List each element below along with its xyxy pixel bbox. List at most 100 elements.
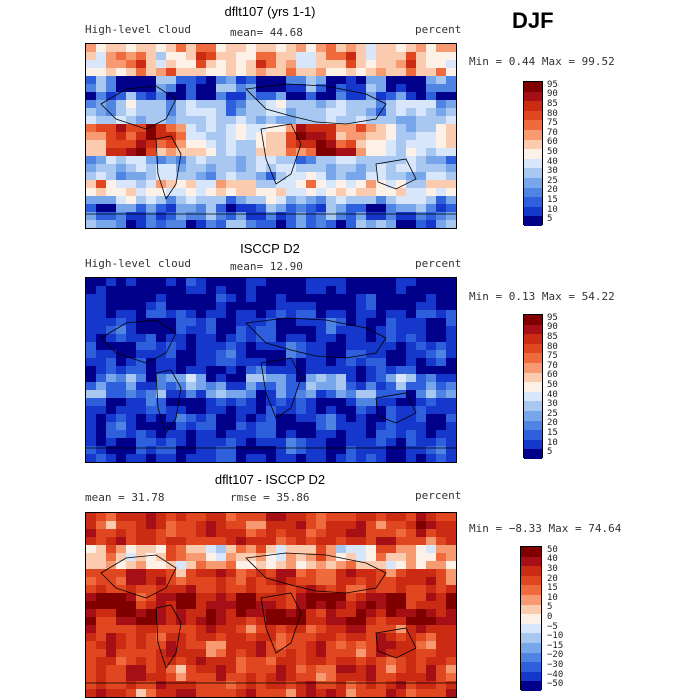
heatmap-cell xyxy=(186,172,197,181)
heatmap-cell xyxy=(116,689,127,697)
heatmap-cell xyxy=(116,204,127,213)
heatmap-cell xyxy=(356,454,367,462)
heatmap-cell xyxy=(436,689,447,697)
heatmap-cell xyxy=(336,172,347,181)
heatmap-cell xyxy=(426,513,437,522)
heatmap-cell xyxy=(176,454,187,462)
heatmap-cell xyxy=(306,366,317,375)
heatmap-cell xyxy=(226,44,237,53)
heatmap-cell xyxy=(366,641,377,650)
heatmap-cell xyxy=(96,44,107,53)
heatmap-cell xyxy=(176,52,187,61)
heatmap-cell xyxy=(86,617,97,626)
heatmap-cell xyxy=(146,593,157,602)
heatmap-cell xyxy=(196,513,207,522)
heatmap-cell xyxy=(186,196,197,205)
heatmap-cell xyxy=(306,180,317,189)
heatmap-cell xyxy=(316,44,327,53)
heatmap-cell xyxy=(256,84,267,93)
heatmap-cell xyxy=(196,286,207,295)
heatmap-cell xyxy=(436,140,447,149)
heatmap-cell xyxy=(86,196,97,205)
heatmap-cell xyxy=(406,318,417,327)
heatmap-cell xyxy=(286,212,297,221)
heatmap-cell xyxy=(446,366,456,375)
heatmap-cell xyxy=(306,326,317,335)
coastline xyxy=(260,357,302,419)
heatmap-cell xyxy=(346,52,357,61)
panel-1-field-label: High-level cloud xyxy=(85,23,191,36)
heatmap-cell xyxy=(376,681,387,690)
heatmap-cell xyxy=(316,278,327,287)
heatmap-cell xyxy=(416,60,427,69)
heatmap-cell xyxy=(326,164,337,173)
heatmap-cell xyxy=(376,350,387,359)
heatmap-cell xyxy=(106,358,117,367)
heatmap-cell xyxy=(96,665,107,674)
heatmap-cell xyxy=(206,366,217,375)
heatmap-cell xyxy=(246,286,257,295)
heatmap-cell xyxy=(416,446,427,455)
heatmap-cell xyxy=(236,278,247,287)
heatmap-cell xyxy=(356,342,367,351)
heatmap-cell xyxy=(306,585,317,594)
heatmap-cell xyxy=(136,673,147,682)
heatmap-cell xyxy=(206,44,217,53)
heatmap-cell xyxy=(406,132,417,141)
heatmap-cell xyxy=(236,625,247,634)
heatmap-cell xyxy=(396,76,407,85)
heatmap-cell xyxy=(196,689,207,697)
heatmap-cell xyxy=(326,665,337,674)
heatmap-cell xyxy=(336,164,347,173)
heatmap-cell xyxy=(276,609,287,618)
heatmap-cell xyxy=(306,172,317,181)
heatmap-cell xyxy=(96,609,107,618)
heatmap-cell xyxy=(356,593,367,602)
heatmap-cell xyxy=(266,422,277,431)
heatmap-cell xyxy=(146,342,157,351)
heatmap-cell xyxy=(246,681,257,690)
heatmap-cell xyxy=(436,68,447,77)
heatmap-cell xyxy=(266,334,277,343)
heatmap-cell xyxy=(266,116,277,125)
heatmap-cell xyxy=(236,334,247,343)
heatmap-cell xyxy=(146,220,157,228)
heatmap-cell xyxy=(186,454,197,462)
heatmap-cell xyxy=(276,406,287,415)
heatmap-cell xyxy=(396,310,407,319)
heatmap-cell xyxy=(226,148,237,157)
heatmap-cell xyxy=(246,294,257,303)
heatmap-cell xyxy=(186,68,197,77)
colorbar-swatch xyxy=(524,91,542,102)
heatmap-cell xyxy=(376,529,387,538)
heatmap-cell xyxy=(356,124,367,133)
heatmap-cell xyxy=(86,100,97,109)
heatmap-cell xyxy=(96,382,107,391)
heatmap-cell xyxy=(436,561,447,570)
heatmap-cell xyxy=(166,188,177,197)
heatmap-cell xyxy=(286,529,297,538)
heatmap-cell xyxy=(336,521,347,530)
heatmap-cell xyxy=(416,286,427,295)
heatmap-cell xyxy=(266,310,277,319)
heatmap-cell xyxy=(286,673,297,682)
heatmap-cell xyxy=(396,537,407,546)
heatmap-cell xyxy=(386,294,397,303)
heatmap-cell xyxy=(216,406,227,415)
heatmap-cell xyxy=(86,116,97,125)
heatmap-cell xyxy=(96,278,107,287)
heatmap-cell xyxy=(126,601,137,610)
heatmap-cell xyxy=(196,108,207,117)
heatmap-cell xyxy=(166,124,177,133)
heatmap-cell xyxy=(406,358,417,367)
colorbar-tick-label: 50 xyxy=(547,380,558,390)
heatmap-cell xyxy=(236,180,247,189)
heatmap-cell xyxy=(346,140,357,149)
heatmap-cell xyxy=(316,156,327,165)
heatmap-cell xyxy=(136,286,147,295)
heatmap-cell xyxy=(106,334,117,343)
heatmap-cell xyxy=(316,414,327,423)
heatmap-cell xyxy=(336,92,347,101)
heatmap-cell xyxy=(396,641,407,650)
heatmap-cell xyxy=(126,382,137,391)
